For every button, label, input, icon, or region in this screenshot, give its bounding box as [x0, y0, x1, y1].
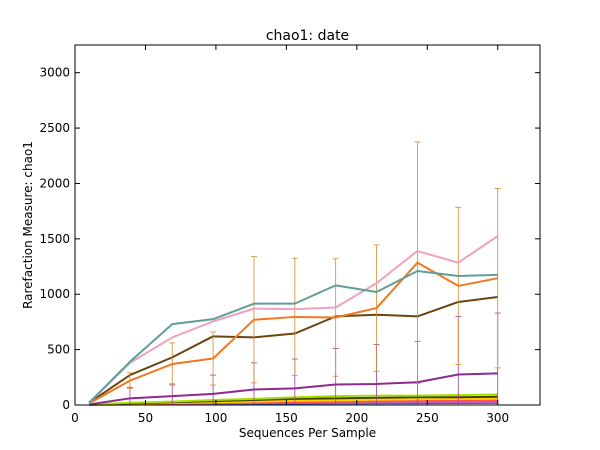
y-tick-label: 1500 — [39, 232, 70, 246]
series-0 — [88, 269, 498, 404]
x-tick-label: 50 — [138, 411, 153, 425]
y-axis-label: Rarefaction Measure: chao1 — [21, 141, 35, 309]
y-tick-label: 500 — [47, 343, 70, 357]
series-line — [88, 372, 498, 406]
x-tick-label: 250 — [416, 411, 439, 425]
x-tick-label: 0 — [71, 411, 79, 425]
y-tick-label: 2500 — [39, 121, 70, 135]
series-2 — [88, 141, 501, 405]
series-layer — [88, 141, 501, 406]
series-1 — [88, 235, 499, 404]
x-tick-label: 300 — [486, 411, 509, 425]
y-tick-label: 3000 — [39, 66, 70, 80]
y-tick-label: 0 — [62, 398, 70, 412]
series-line — [88, 269, 498, 404]
series-line — [88, 261, 498, 405]
axes-layer: 0 50 100 150 200 250 3000500100015002000250030… — [39, 45, 540, 425]
x-tick-label: 200 — [345, 411, 368, 425]
y-tick-label: 1000 — [39, 287, 70, 301]
plot-frame — [74, 44, 541, 406]
x-tick-label: 100 — [204, 411, 227, 425]
y-tick-label: 2000 — [39, 176, 70, 190]
x-axis-label: Sequences Per Sample — [239, 426, 376, 440]
series-line — [88, 235, 499, 404]
chart-title: chao1: date — [266, 28, 349, 44]
x-tick-label: 150 — [275, 411, 298, 425]
